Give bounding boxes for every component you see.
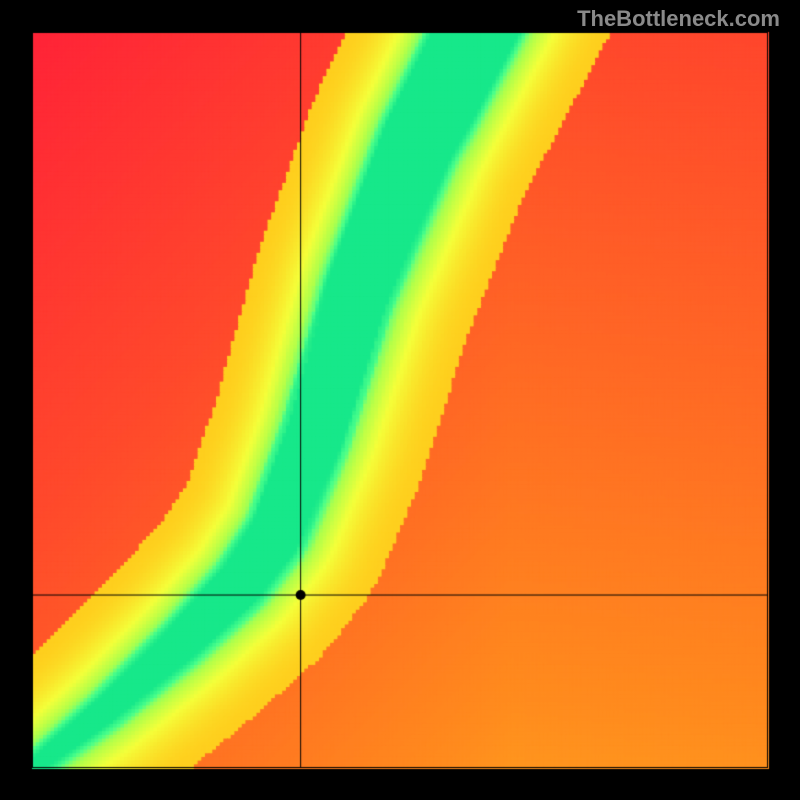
watermark-label: TheBottleneck.com <box>577 6 780 32</box>
chart-container: TheBottleneck.com <box>0 0 800 800</box>
bottleneck-heatmap <box>0 0 800 800</box>
